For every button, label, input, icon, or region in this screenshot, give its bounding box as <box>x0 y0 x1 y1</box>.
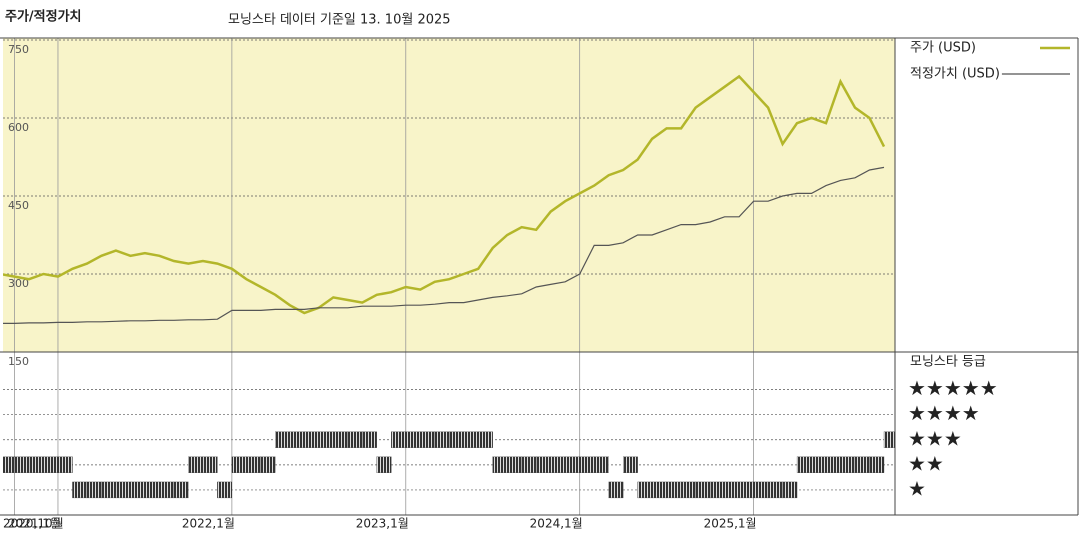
rating-bar <box>695 481 711 499</box>
rating-bar <box>420 431 435 448</box>
price-panel <box>3 38 895 352</box>
rating-bar <box>159 481 175 499</box>
rating-bar <box>333 431 348 448</box>
rating-bar <box>391 431 406 448</box>
y-tick-label: 450 <box>8 199 29 212</box>
rating-bar <box>231 456 247 473</box>
rating-bar <box>680 481 696 499</box>
rating-bar <box>738 481 754 499</box>
rating-bar <box>811 456 827 473</box>
rating-bar <box>289 431 305 448</box>
rating-bar <box>144 481 160 499</box>
rating-bar <box>217 481 233 499</box>
x-tick-label: 2020,10월 <box>3 517 64 531</box>
rating-label: ★★ <box>908 451 944 475</box>
y-tick-label: 150 <box>8 355 29 368</box>
rating-bar <box>3 456 15 473</box>
rating-bar <box>637 481 653 499</box>
rating-bar <box>434 431 450 448</box>
x-tick-label: 2024,1월 <box>530 517 583 531</box>
rating-bar <box>478 431 493 448</box>
rating-bar <box>492 456 508 473</box>
rating-bar <box>536 456 551 473</box>
rating-bar <box>666 481 682 499</box>
rating-bar <box>405 431 421 448</box>
rating-bar <box>622 456 638 473</box>
series-line <box>3 74 886 315</box>
rating-bar <box>449 431 464 448</box>
rating-bar <box>318 431 334 448</box>
legend-label: 적정가치 (USD) <box>910 67 1000 82</box>
chart-title: 주가/적정가치 <box>5 9 82 25</box>
rating-bar <box>507 456 522 473</box>
rating-bar <box>57 456 73 473</box>
y-tick-label: 750 <box>8 43 29 56</box>
y-tick-label: 300 <box>8 277 29 290</box>
rating-bar <box>72 481 88 499</box>
rating-bar <box>883 431 895 448</box>
rating-bar <box>521 456 537 473</box>
x-tick-label: 2025,1월 <box>704 517 757 531</box>
rating-bar <box>275 431 290 448</box>
rating-bar <box>362 431 377 448</box>
rating-bar <box>115 481 131 499</box>
rating-label: ★★★ <box>908 426 962 450</box>
rating-bar <box>796 456 812 473</box>
rating-bar <box>550 456 566 473</box>
rating-bar <box>101 481 117 499</box>
rating-bar <box>594 456 609 473</box>
rating-bar <box>202 456 218 473</box>
rating-bar <box>579 456 595 473</box>
rating-bar <box>14 456 30 473</box>
rating-bar <box>565 456 580 473</box>
rating-bar <box>463 431 479 448</box>
rating-bar <box>767 481 783 499</box>
rating-bar <box>854 456 870 473</box>
rating-bar <box>869 456 885 473</box>
legend-label: 주가 (USD) <box>910 41 976 56</box>
rating-bar <box>376 456 392 473</box>
x-tick-label: 2021,1월 <box>8 517 61 531</box>
rating-bar <box>28 456 44 473</box>
rating-bar <box>304 431 319 448</box>
rating-label: ★★★★★ <box>908 376 998 400</box>
rating-bar <box>347 431 363 448</box>
y-tick-label: 600 <box>8 121 29 134</box>
chart-subtitle: 모닝스타 데이터 기준일 13. 10월 2025 <box>228 13 451 28</box>
rating-label: ★ <box>908 476 926 500</box>
rating-bar <box>130 481 146 499</box>
series-line <box>3 166 885 324</box>
rating-bar <box>825 456 841 473</box>
rating-bar <box>724 481 740 499</box>
rating-bar <box>782 481 798 499</box>
rating-label: ★★★★ <box>908 401 980 425</box>
rating-bar <box>753 481 769 499</box>
rating-bar <box>43 456 59 473</box>
rating-bar <box>709 481 725 499</box>
x-tick-label: 2023,1월 <box>356 517 409 531</box>
rating-bar <box>246 456 262 473</box>
x-tick-label: 2022,1월 <box>182 517 235 531</box>
rating-bar <box>86 481 102 499</box>
rating-bar <box>840 456 856 473</box>
rating-bar <box>188 456 204 473</box>
rating-bar <box>173 481 189 499</box>
rating-bar <box>608 481 624 499</box>
rating-bar <box>260 456 276 473</box>
rating-bar <box>651 481 667 499</box>
rating-title: 모닝스타 등급 <box>910 355 986 370</box>
